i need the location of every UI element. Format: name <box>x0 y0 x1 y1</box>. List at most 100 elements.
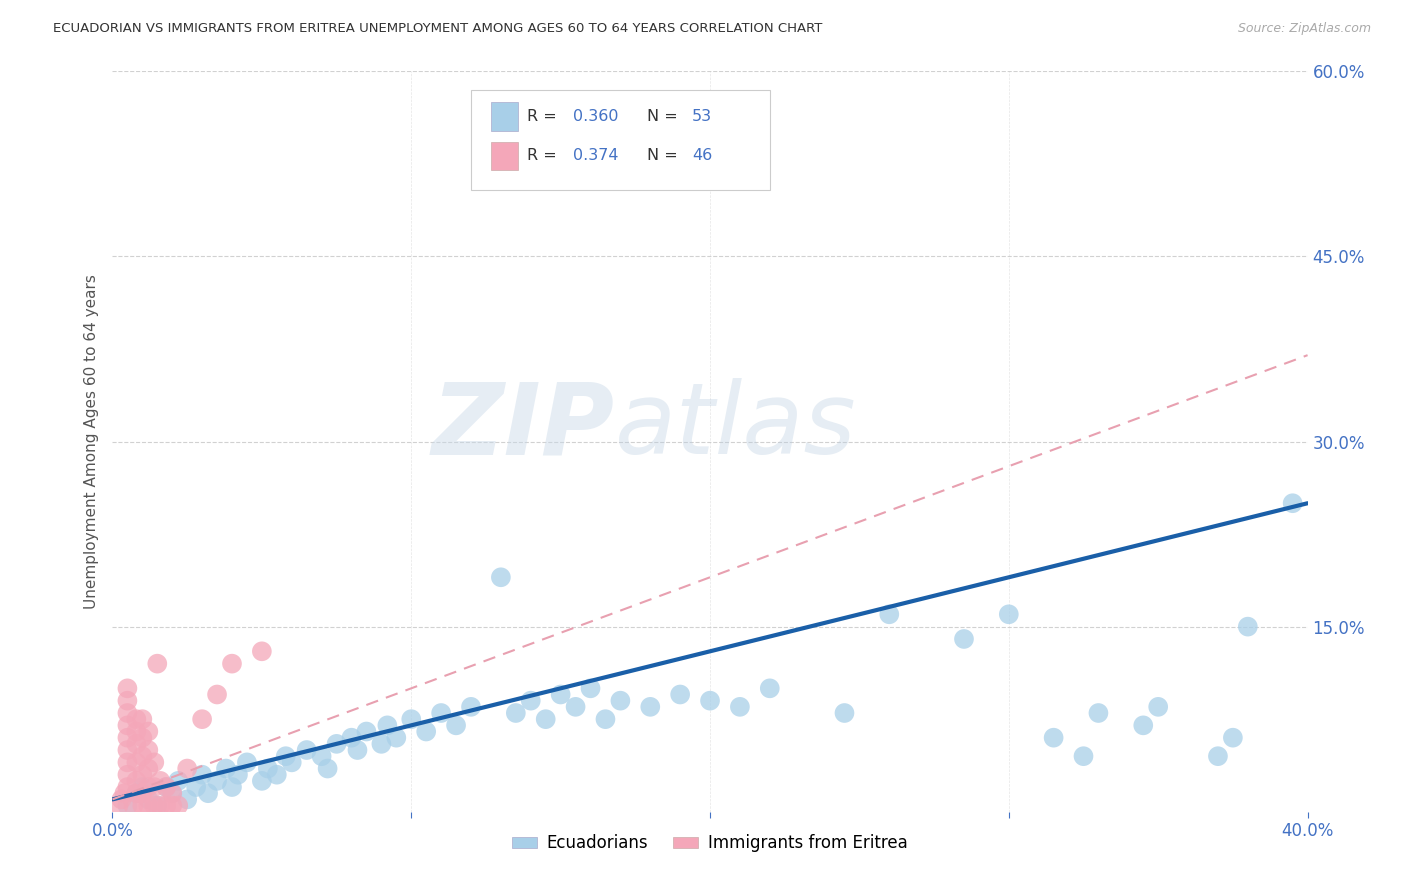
Point <box>759 681 782 696</box>
Point <box>125 756 148 770</box>
Point <box>377 718 399 732</box>
Point <box>257 762 280 776</box>
Point <box>125 786 148 800</box>
Point <box>250 644 273 658</box>
Point <box>114 786 135 800</box>
Point <box>117 756 139 770</box>
Point <box>1132 718 1154 732</box>
Point <box>489 570 512 584</box>
Point <box>131 798 153 813</box>
Point <box>167 798 190 813</box>
Point <box>138 724 160 739</box>
Point <box>117 743 139 757</box>
Point <box>205 688 228 702</box>
Point <box>699 694 721 708</box>
Point <box>534 712 557 726</box>
Point <box>640 699 662 714</box>
Point <box>266 767 288 781</box>
Text: R =: R = <box>527 148 562 163</box>
Point <box>143 780 166 794</box>
Point <box>221 657 243 671</box>
Point <box>370 737 392 751</box>
Point <box>138 762 160 776</box>
Point <box>186 780 208 794</box>
Point <box>1206 749 1229 764</box>
Point <box>226 767 249 781</box>
Point <box>998 607 1021 622</box>
Point <box>110 792 132 806</box>
Text: R =: R = <box>527 109 562 124</box>
Point <box>176 762 198 776</box>
Point <box>117 731 139 745</box>
Point <box>117 718 139 732</box>
Point <box>138 780 160 794</box>
Point <box>550 688 572 702</box>
Point <box>138 798 160 813</box>
Point <box>595 712 617 726</box>
Point <box>385 731 408 745</box>
Text: ZIP: ZIP <box>432 378 614 475</box>
Point <box>197 786 219 800</box>
Point <box>162 786 183 800</box>
Point <box>125 724 148 739</box>
Point <box>356 724 378 739</box>
Point <box>430 706 453 720</box>
Point <box>125 712 148 726</box>
Point <box>1147 699 1170 714</box>
Point <box>117 681 139 696</box>
Point <box>125 773 148 788</box>
Point <box>138 792 160 806</box>
Point <box>107 798 129 813</box>
Point <box>131 786 153 800</box>
Point <box>131 780 153 794</box>
Point <box>125 737 148 751</box>
Point <box>460 699 482 714</box>
Point <box>143 756 166 770</box>
Point <box>146 798 169 813</box>
Point <box>167 773 190 788</box>
Point <box>340 731 363 745</box>
Point <box>669 688 692 702</box>
FancyBboxPatch shape <box>471 90 770 190</box>
Point <box>146 657 169 671</box>
Y-axis label: Unemployment Among Ages 60 to 64 years: Unemployment Among Ages 60 to 64 years <box>83 274 98 609</box>
Point <box>250 773 273 788</box>
Point <box>176 792 198 806</box>
Point <box>728 699 751 714</box>
Point <box>1073 749 1095 764</box>
Point <box>444 718 467 732</box>
Point <box>520 694 543 708</box>
Text: 0.374: 0.374 <box>572 148 619 163</box>
Point <box>131 712 153 726</box>
Point <box>131 749 153 764</box>
Point <box>834 706 856 720</box>
Point <box>221 780 243 794</box>
Point <box>1222 731 1244 745</box>
Point <box>117 706 139 720</box>
Point <box>122 798 145 813</box>
Point <box>1087 706 1109 720</box>
Point <box>117 798 139 813</box>
Point <box>162 798 183 813</box>
Point <box>117 780 139 794</box>
Point <box>281 756 304 770</box>
Point <box>564 699 586 714</box>
Point <box>346 743 368 757</box>
Text: N =: N = <box>647 148 682 163</box>
Text: N =: N = <box>647 109 682 124</box>
Text: 0.360: 0.360 <box>572 109 619 124</box>
Point <box>1237 619 1260 633</box>
Point <box>155 798 177 813</box>
Point <box>155 780 177 794</box>
Point <box>609 694 631 708</box>
Point <box>953 632 976 646</box>
Point <box>316 762 339 776</box>
Point <box>215 762 238 776</box>
Point <box>401 712 423 726</box>
Point <box>117 694 139 708</box>
Point <box>191 712 214 726</box>
Point <box>149 773 172 788</box>
Text: atlas: atlas <box>614 378 856 475</box>
Text: 53: 53 <box>692 109 713 124</box>
Point <box>131 731 153 745</box>
